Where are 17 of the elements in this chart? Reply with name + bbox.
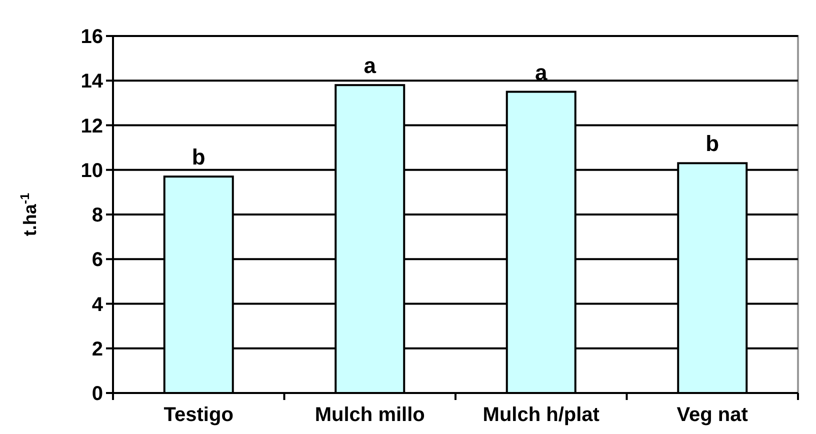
y-tick-label: 14	[80, 70, 104, 93]
x-tick-label: Testigo	[164, 404, 234, 426]
y-tick-label: 10	[80, 160, 103, 182]
annotation: b	[192, 144, 206, 170]
annotation: a	[535, 60, 548, 85]
y-tick-label: 8	[92, 204, 103, 226]
y-tick-label: 2	[92, 338, 103, 360]
y-tick-label: 16	[80, 26, 103, 48]
annotation: a	[364, 53, 377, 78]
x-tick-label: Mulch h/plat	[482, 404, 600, 426]
y-tick-label: 4	[92, 294, 104, 316]
y-tick-label: 6	[92, 249, 103, 272]
y-tick-label: 12	[80, 115, 103, 138]
annotation: b	[706, 131, 720, 156]
y-tick-label: 0	[92, 383, 103, 405]
x-tick-label: Mulch millo	[314, 404, 425, 426]
x-tick-label: Veg nat	[676, 404, 748, 426]
